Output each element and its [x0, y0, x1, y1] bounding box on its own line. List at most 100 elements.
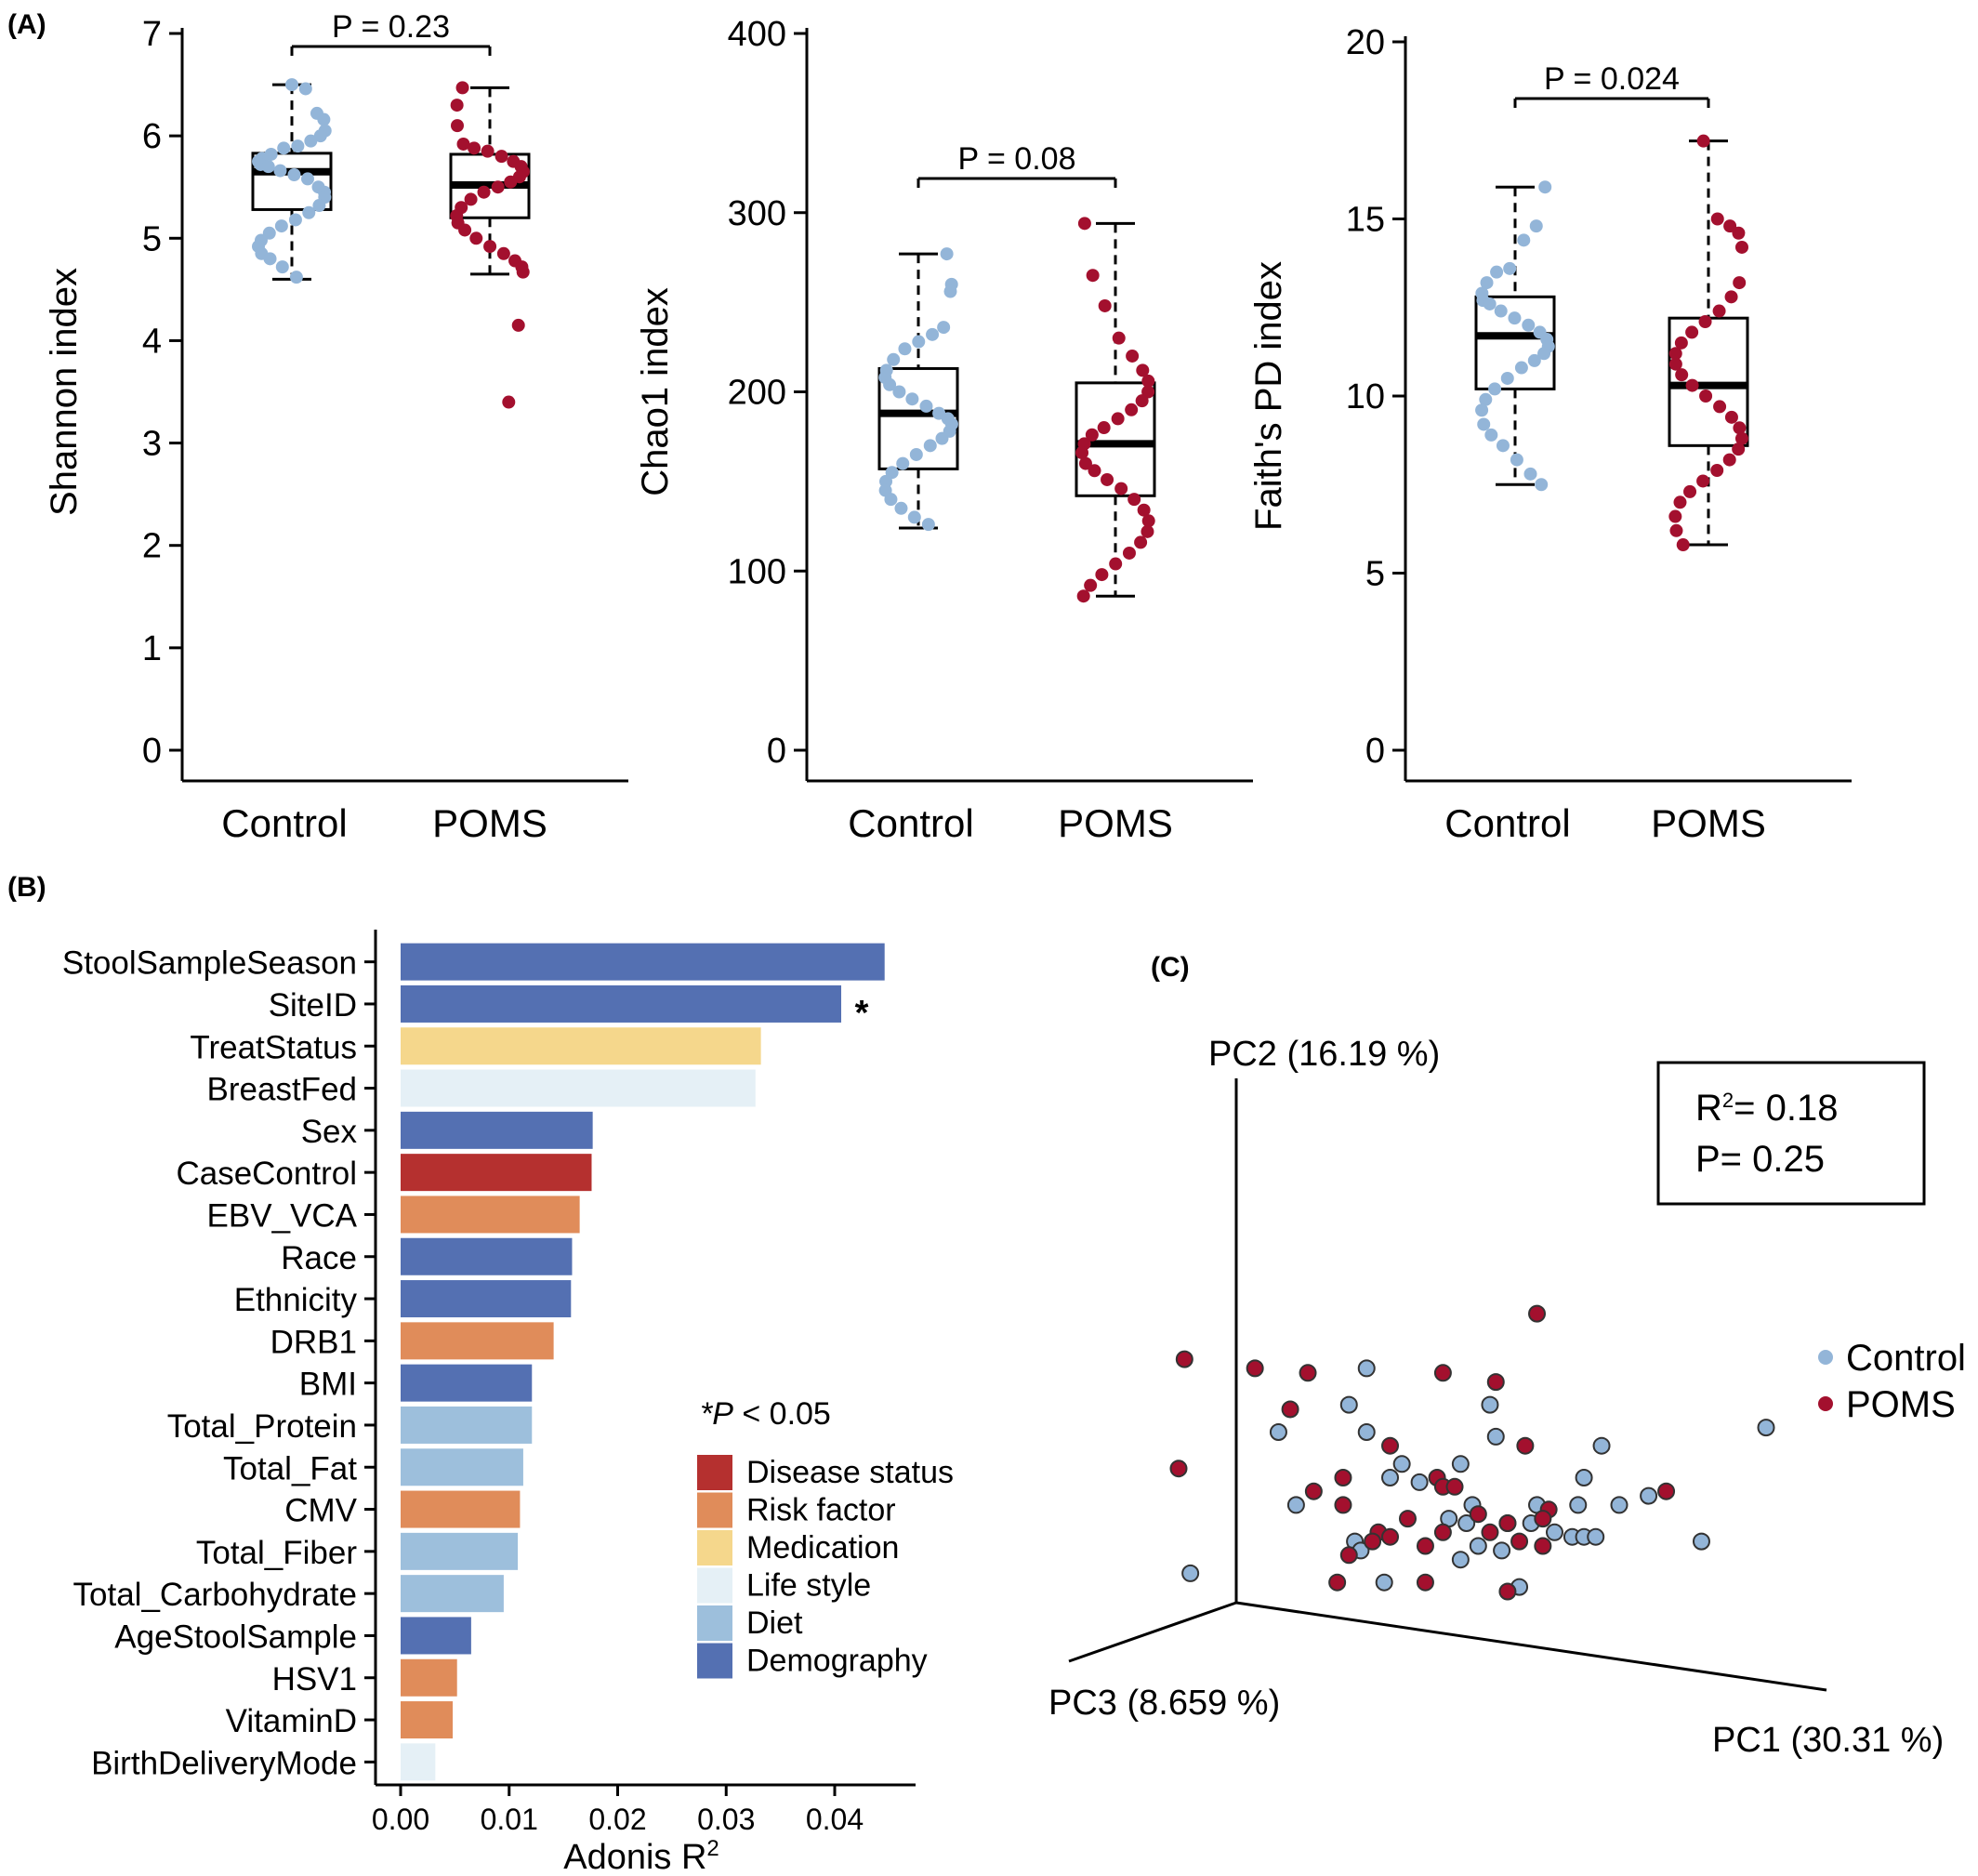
- control-point: [1339, 1395, 1358, 1414]
- y-tick-label: 300: [728, 194, 786, 233]
- stats-box: [1656, 1061, 1926, 1206]
- control-point: [1457, 1514, 1476, 1532]
- category-label: CaseControl: [176, 1156, 357, 1192]
- control-point: [1523, 467, 1537, 481]
- control-point: [261, 160, 275, 174]
- y-tick-label: 20: [1346, 23, 1385, 62]
- poms-point: [1732, 226, 1746, 240]
- y-tick-label: 15: [1346, 201, 1385, 240]
- pc3-axis-label: PC3 (8.659 %): [1048, 1684, 1280, 1723]
- poms-point: [1481, 1523, 1499, 1541]
- poms-point: [468, 141, 481, 155]
- category-label: CMV: [284, 1493, 357, 1529]
- control-point: [1481, 1395, 1499, 1414]
- legend-label: Life style: [746, 1568, 871, 1604]
- control-point: [909, 447, 923, 461]
- control-point: [317, 112, 331, 126]
- poms-point: [1416, 1537, 1434, 1555]
- control-point: [289, 271, 303, 284]
- control-point: [1375, 1573, 1393, 1592]
- poms-point: [1109, 557, 1123, 571]
- poms-point: [1696, 134, 1710, 148]
- legend-swatch: [697, 1492, 732, 1528]
- poms-point: [1668, 509, 1682, 523]
- poms-point: [1125, 403, 1139, 416]
- x-tick-label: 0.03: [697, 1803, 755, 1836]
- control-point: [1479, 392, 1493, 406]
- poms-point: [1712, 304, 1726, 318]
- significance-note-part: *: [700, 1396, 714, 1432]
- control-point: [887, 352, 901, 366]
- poms-point: [1114, 482, 1128, 495]
- x-axis-label: Adonis R2: [563, 1836, 719, 1876]
- category-label: AgeStoolSample: [114, 1618, 357, 1655]
- y-tick-label: 0: [767, 732, 786, 771]
- legend-label: Disease status: [746, 1455, 954, 1490]
- poms-point: [1112, 331, 1126, 345]
- poms-point: [502, 395, 516, 409]
- poms-point: [1675, 368, 1689, 382]
- poms-point: [1339, 1546, 1358, 1565]
- poms-point: [1732, 443, 1746, 456]
- poms-point: [450, 99, 464, 112]
- poms-point: [1433, 1523, 1452, 1541]
- poms-point: [1077, 217, 1091, 231]
- control-point: [1357, 1423, 1376, 1441]
- shannon-boxplot: 0 1 2 3 4 5 6 7 Shannon index Control POMS P = 0.23: [44, 9, 628, 845]
- poms-point: [1510, 1532, 1529, 1551]
- x-tick-label: 0.04: [806, 1803, 864, 1836]
- legend-label: Diet: [746, 1605, 803, 1641]
- r-squared-r2-sup: 2: [1722, 1089, 1734, 1112]
- p-value-label: P = 0.08: [958, 141, 1076, 177]
- control-point: [912, 335, 926, 349]
- poms-point: [464, 192, 478, 206]
- control-point: [287, 167, 301, 181]
- poms-point: [1669, 523, 1683, 537]
- y-tick-label: 5: [142, 219, 162, 258]
- control-point: [1527, 353, 1541, 367]
- bar-casecontrol: [401, 1154, 592, 1192]
- poms-point: [504, 175, 518, 189]
- poms-point: [1698, 314, 1712, 328]
- r-squared-r2-value: = 0.18: [1734, 1088, 1838, 1129]
- control-point: [898, 342, 912, 356]
- poms-point: [496, 246, 510, 260]
- panel-label-b: (B): [7, 872, 46, 903]
- bar-agestoolsample: [401, 1617, 471, 1655]
- bar-birthdeliverymode: [401, 1743, 436, 1781]
- control-point: [1357, 1359, 1376, 1378]
- box-iqr: [877, 366, 959, 470]
- poms-point: [1676, 538, 1690, 552]
- x-tick-label: Control: [1444, 801, 1570, 845]
- y-tick-label: 0: [1365, 732, 1385, 771]
- control-point: [1286, 1496, 1305, 1514]
- significance-note: *P < 0.05: [700, 1396, 831, 1432]
- control-point: [1587, 1527, 1605, 1546]
- poms-point: [1299, 1364, 1317, 1382]
- x-tick-label: 0.01: [481, 1803, 538, 1836]
- poms-point: [1175, 1350, 1193, 1368]
- r-squared-r2-prefix: R: [1695, 1088, 1722, 1129]
- legend-swatch: [697, 1567, 732, 1604]
- poms-point: [1722, 453, 1736, 467]
- control-point: [1508, 311, 1522, 325]
- bar-ebv-vca: [401, 1196, 580, 1234]
- poms-point: [1135, 394, 1149, 408]
- control-point: [1381, 1469, 1400, 1486]
- poms-point: [1724, 290, 1738, 304]
- poms-point: [1723, 219, 1737, 233]
- pc1-axis-label: PC1 (30.31 %): [1712, 1721, 1944, 1760]
- poms-point: [1111, 412, 1125, 426]
- poms-point: [1673, 495, 1687, 509]
- control-point: [1477, 417, 1491, 431]
- y-tick-label: 0: [142, 732, 162, 771]
- y-tick-label: 1: [142, 629, 162, 668]
- legend-marker: [1818, 1396, 1833, 1411]
- poms-point: [1334, 1469, 1352, 1486]
- control-point: [923, 439, 937, 453]
- poms-point: [1136, 363, 1150, 377]
- poms-point: [494, 150, 508, 164]
- control-point: [1500, 371, 1514, 385]
- y-tick-label: 7: [142, 15, 162, 54]
- control-point: [275, 260, 289, 274]
